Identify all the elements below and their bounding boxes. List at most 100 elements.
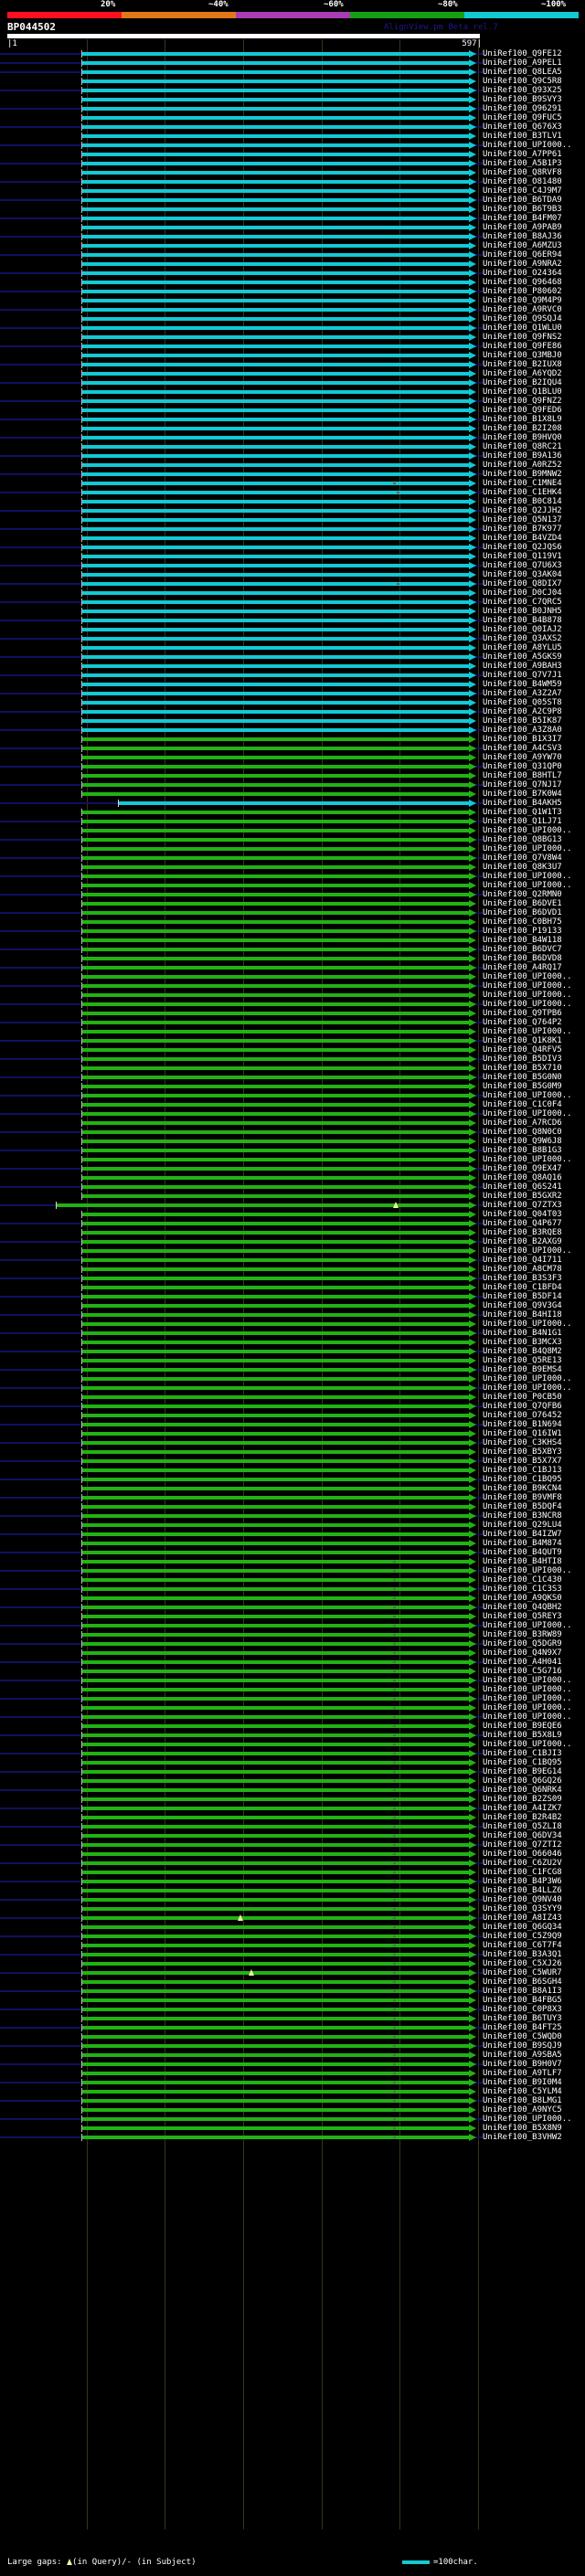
hit-label[interactable]: UniRef100_C1C0F4: [483, 1100, 562, 1109]
hsp-bar[interactable]: [82, 472, 469, 476]
hit-label[interactable]: UniRef100_Q8K3U7: [483, 863, 562, 872]
hit-label[interactable]: UniRef100_Q7NJ17: [483, 780, 562, 790]
hsp-bar[interactable]: [82, 975, 469, 979]
hsp-bar[interactable]: [82, 591, 469, 595]
alignment-row[interactable]: UniRef100_A9QKS0: [0, 1594, 585, 1603]
alignment-row[interactable]: UniRef100_UPI000..: [0, 1621, 585, 1630]
alignment-row[interactable]: UniRef100_Q29LU4: [0, 1521, 585, 1530]
alignment-row[interactable]: UniRef100_A9TLF7: [0, 2069, 585, 2078]
alignment-row[interactable]: UniRef100_Q9EX47: [0, 1164, 585, 1173]
hsp-bar[interactable]: [82, 1368, 469, 1372]
hsp-bar[interactable]: [82, 1998, 469, 2002]
hit-label[interactable]: UniRef100_Q7QFB6: [483, 1402, 562, 1411]
hit-label[interactable]: UniRef100_B4IZW7: [483, 1530, 562, 1539]
hsp-bar[interactable]: [82, 1313, 469, 1317]
alignment-row[interactable]: UniRef100_B3RQE8: [0, 1228, 585, 1237]
alignment-row[interactable]: UniRef100_B8A1I3: [0, 1987, 585, 1996]
hit-label[interactable]: UniRef100_B3MCX3: [483, 1338, 562, 1347]
alignment-row[interactable]: UniRef100_C6T7F4: [0, 1941, 585, 1950]
hit-label[interactable]: UniRef100_UPI000..: [483, 1621, 572, 1630]
alignment-row[interactable]: UniRef100_O76452: [0, 1411, 585, 1420]
hit-label[interactable]: UniRef100_Q5N137: [483, 515, 562, 525]
hit-label[interactable]: UniRef100_C0BH75: [483, 917, 562, 927]
alignment-row[interactable]: UniRef100_O66046: [0, 1850, 585, 1859]
alignment-row[interactable]: UniRef100_Q9W6J8: [0, 1137, 585, 1146]
alignment-row[interactable]: UniRef100_A7PP61: [0, 150, 585, 159]
hsp-bar[interactable]: [82, 1688, 469, 1691]
hit-label[interactable]: UniRef100_Q6S241: [483, 1182, 562, 1192]
alignment-row[interactable]: UniRef100_Q8DIX7: [0, 579, 585, 588]
hsp-bar[interactable]: [82, 1048, 469, 1052]
hsp-bar[interactable]: [82, 1660, 469, 1664]
hit-label[interactable]: UniRef100_A9PEL1: [483, 58, 562, 68]
hsp-bar[interactable]: [82, 80, 469, 83]
hit-label[interactable]: UniRef100_Q16IW1: [483, 1429, 562, 1438]
alignment-row[interactable]: UniRef100_B3S3F3: [0, 1274, 585, 1283]
alignment-row[interactable]: UniRef100_Q2JQS6: [0, 543, 585, 552]
alignment-row[interactable]: UniRef100_B4IZW7: [0, 1530, 585, 1539]
hsp-bar[interactable]: [82, 2008, 469, 2011]
alignment-row[interactable]: UniRef100_A3Z2A7: [0, 689, 585, 698]
hit-label[interactable]: UniRef100_B4LLZ6: [483, 1886, 562, 1895]
alignment-row[interactable]: UniRef100_Q2RMN0: [0, 890, 585, 899]
hsp-bar[interactable]: [82, 1761, 469, 1765]
alignment-hit-list[interactable]: UniRef100_Q9FE12 UniRef100_A9PEL1 UniRef10…: [0, 49, 585, 2142]
hit-label[interactable]: UniRef100_B5X710: [483, 1064, 562, 1073]
hsp-bar[interactable]: [82, 89, 469, 92]
alignment-row[interactable]: UniRef100_A9RVC0: [0, 305, 585, 314]
alignment-row[interactable]: UniRef100_UPI000..: [0, 1740, 585, 1749]
alignment-row[interactable]: UniRef100_B5DF14: [0, 1292, 585, 1301]
hit-label[interactable]: UniRef100_B1N694: [483, 1420, 562, 1429]
alignment-row[interactable]: UniRef100_B9SVY3: [0, 95, 585, 104]
hsp-bar[interactable]: [82, 2044, 469, 2048]
hsp-bar[interactable]: [82, 1935, 469, 1938]
hsp-bar[interactable]: [82, 2090, 469, 2094]
hit-label[interactable]: UniRef100_Q2JQS6: [483, 543, 562, 552]
hsp-bar[interactable]: [82, 1587, 469, 1591]
alignment-row[interactable]: UniRef100_C1BJ13: [0, 1466, 585, 1475]
hsp-bar[interactable]: [82, 482, 469, 485]
alignment-row[interactable]: UniRef100_B4M874: [0, 1539, 585, 1548]
hit-label[interactable]: UniRef100_Q7U6X3: [483, 561, 562, 570]
hsp-bar[interactable]: [82, 1542, 469, 1545]
alignment-row[interactable]: UniRef100_Q9TPB6: [0, 1009, 585, 1018]
hsp-bar[interactable]: [82, 1962, 469, 1966]
hsp-bar[interactable]: [82, 1944, 469, 1947]
alignment-row[interactable]: UniRef100_Q04T03: [0, 1210, 585, 1219]
hsp-bar[interactable]: [82, 1094, 469, 1097]
hit-label[interactable]: UniRef100_A4RQ17: [483, 963, 562, 972]
hit-label[interactable]: UniRef100_UPI000..: [483, 1712, 572, 1722]
alignment-row[interactable]: UniRef100_Q5ZLI8: [0, 1822, 585, 1831]
alignment-row[interactable]: UniRef100_B4QUT9: [0, 1548, 585, 1557]
hit-label[interactable]: UniRef100_C3KHS4: [483, 1438, 562, 1447]
alignment-row[interactable]: UniRef100_Q7QFB6: [0, 1402, 585, 1411]
hsp-bar[interactable]: [82, 2081, 469, 2084]
alignment-row[interactable]: UniRef100_B3MCX3: [0, 1338, 585, 1347]
alignment-row[interactable]: UniRef100_UPI000..: [0, 2115, 585, 2124]
hit-label[interactable]: UniRef100_B4WM59: [483, 680, 562, 689]
alignment-row[interactable]: UniRef100_Q4RFV5: [0, 1045, 585, 1055]
hsp-bar[interactable]: [82, 957, 469, 960]
alignment-row[interactable]: UniRef100_UPI000..: [0, 141, 585, 150]
alignment-row[interactable]: UniRef100_UPI000..: [0, 1320, 585, 1329]
hit-label[interactable]: UniRef100_B3RW89: [483, 1630, 562, 1639]
hsp-bar[interactable]: [82, 564, 469, 567]
hsp-bar[interactable]: [82, 390, 469, 394]
alignment-row[interactable]: UniRef100_B5G0M9: [0, 1082, 585, 1091]
alignment-row[interactable]: UniRef100_Q9SQJ4: [0, 314, 585, 323]
alignment-row[interactable]: UniRef100_Q8RVF8: [0, 168, 585, 177]
hit-label[interactable]: UniRef100_B1X3I7: [483, 735, 562, 744]
hsp-bar[interactable]: [82, 1505, 469, 1509]
alignment-row[interactable]: UniRef100_Q7ZTI2: [0, 1840, 585, 1850]
hit-label[interactable]: UniRef100_C0P8X3: [483, 2005, 562, 2014]
hit-label[interactable]: UniRef100_B4HTI8: [483, 1557, 562, 1566]
hsp-bar[interactable]: [82, 244, 469, 248]
hsp-bar[interactable]: [82, 335, 469, 339]
alignment-row[interactable]: UniRef100_A9SBA5: [0, 2051, 585, 2060]
alignment-row[interactable]: UniRef100_C5G716: [0, 1667, 585, 1676]
hsp-bar[interactable]: [82, 993, 469, 997]
alignment-row[interactable]: UniRef100_Q3AXS2: [0, 634, 585, 643]
alignment-row[interactable]: UniRef100_B9SQJ9: [0, 2041, 585, 2051]
hit-label[interactable]: UniRef100_C5YLM4: [483, 2087, 562, 2096]
alignment-row[interactable]: UniRef100_B0JNH5: [0, 607, 585, 616]
